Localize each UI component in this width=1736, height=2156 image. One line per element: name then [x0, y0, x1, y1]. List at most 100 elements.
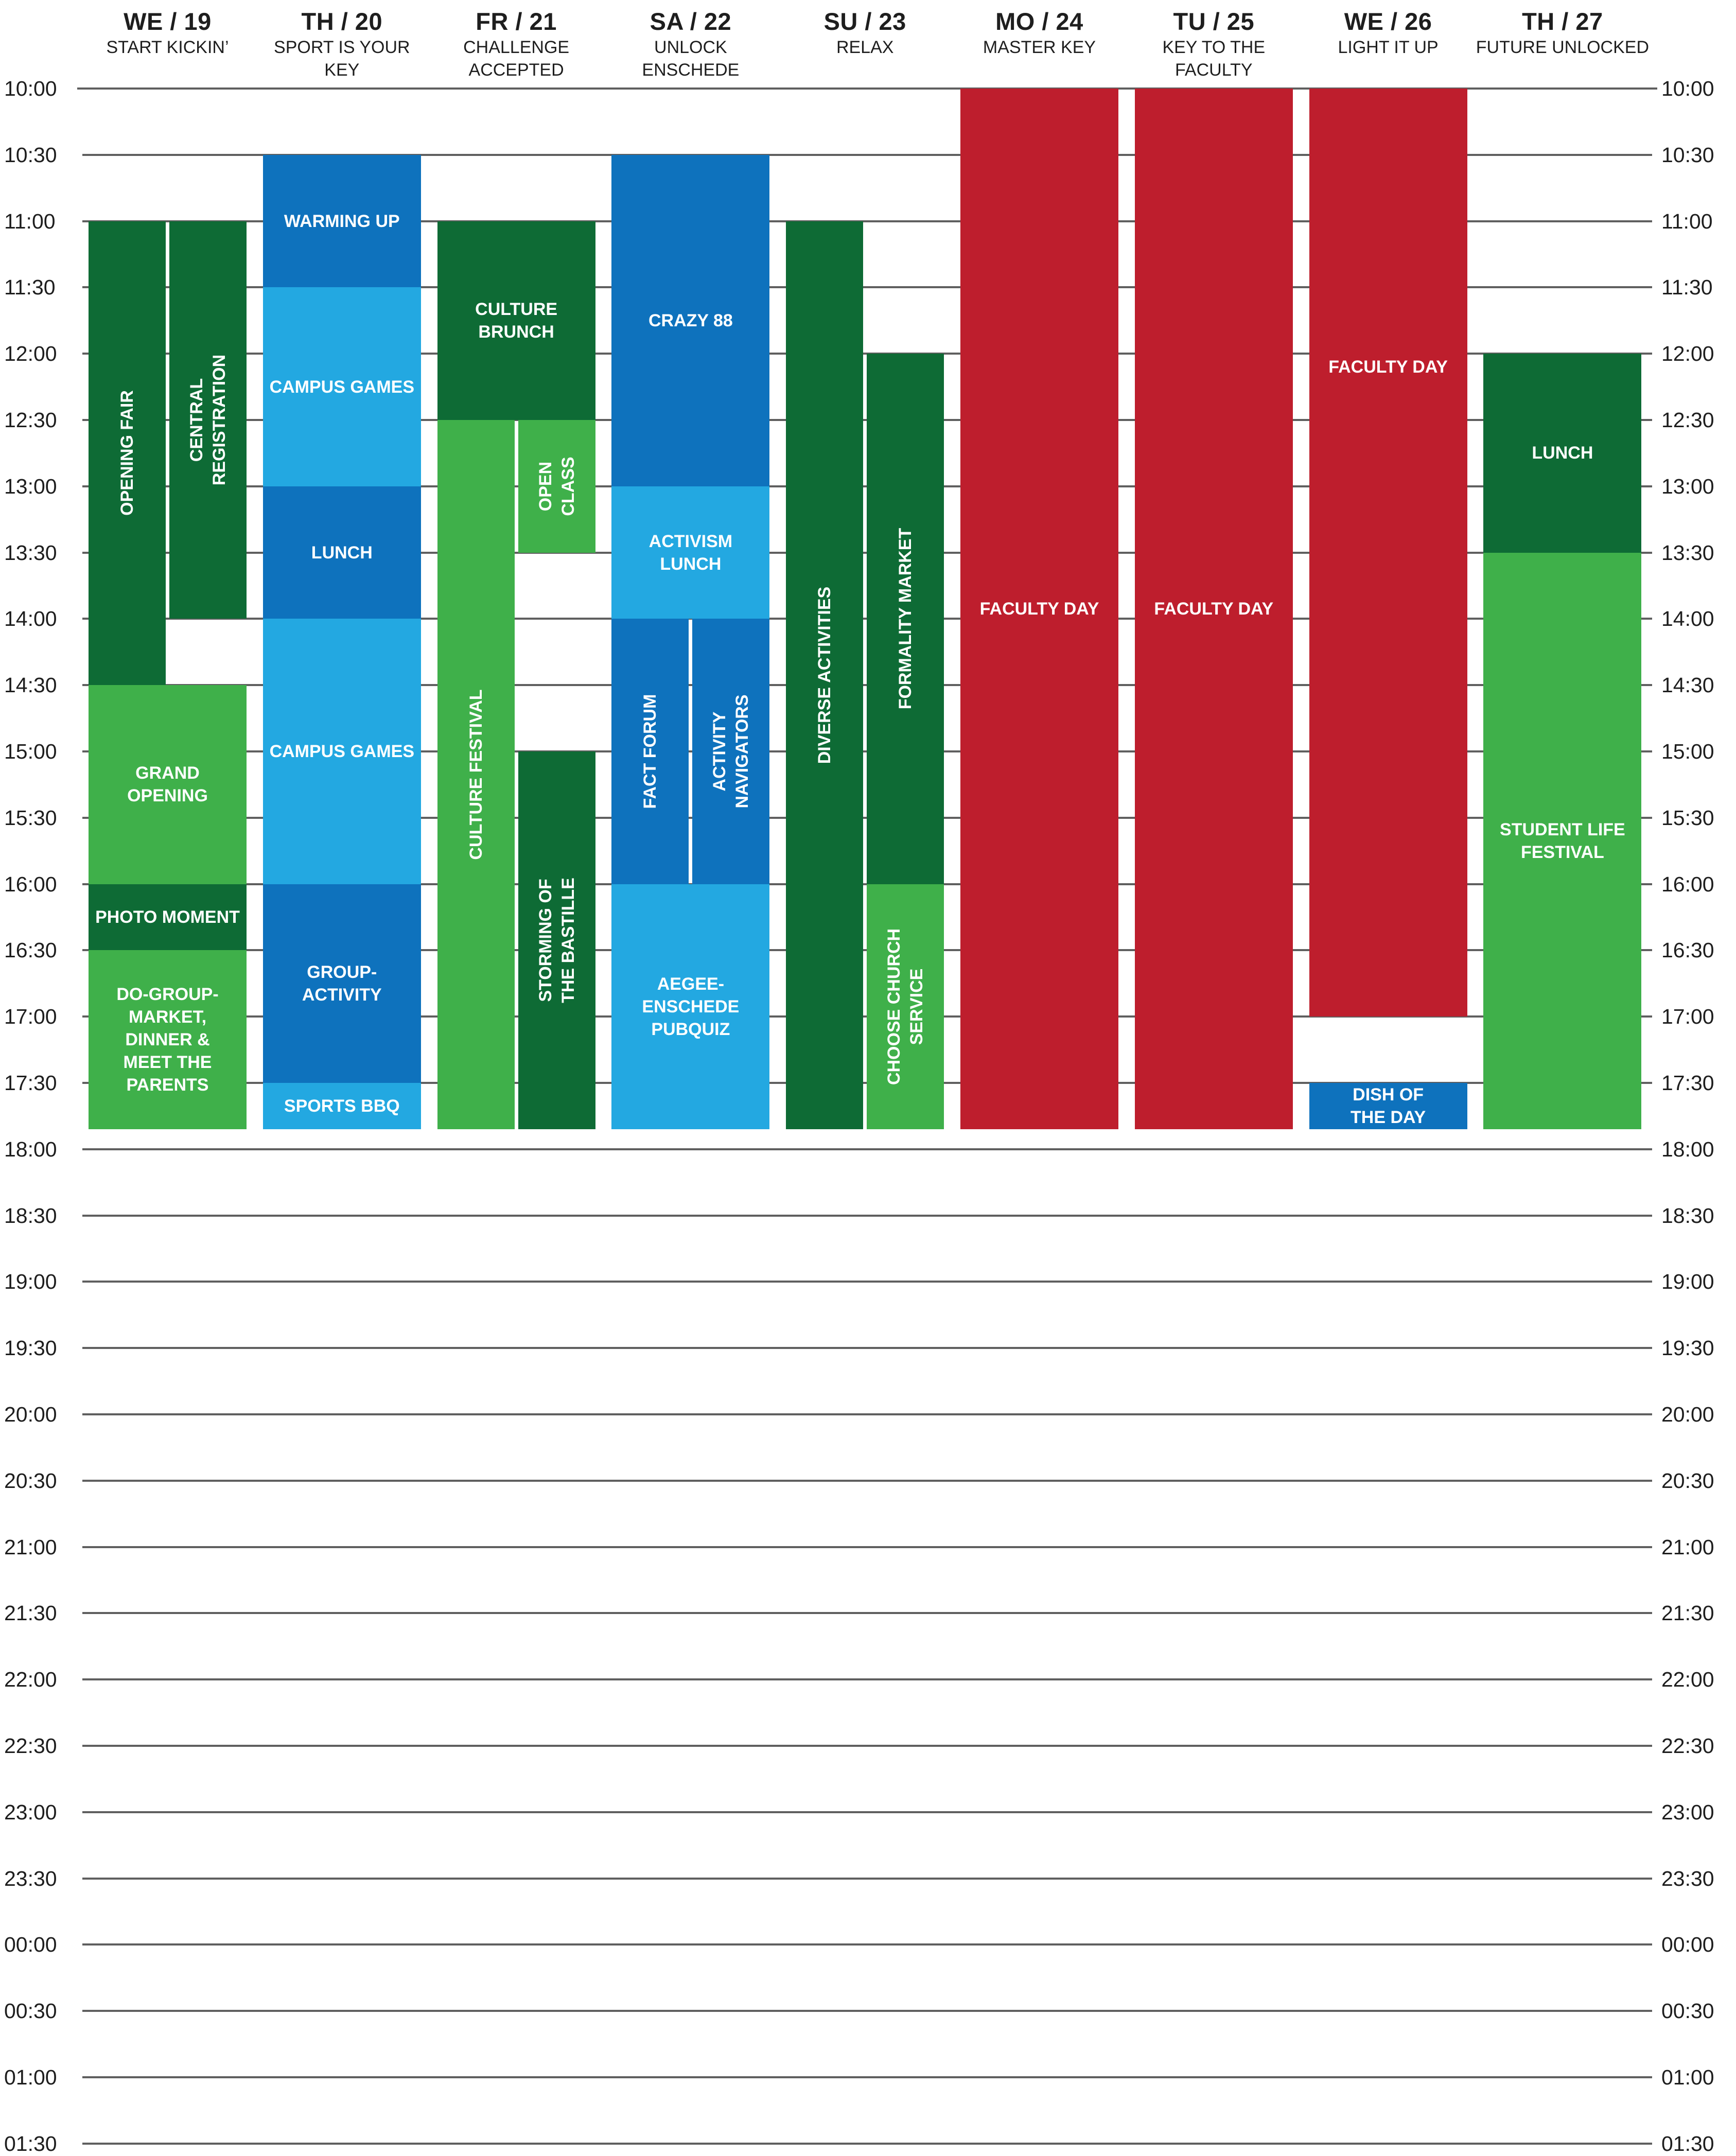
event-block: LUNCH [1483, 354, 1642, 553]
event-block: CAMPUS GAMES [262, 619, 421, 884]
time-gridline [82, 1214, 1652, 1217]
event-label: CHOOSE CHURCH SERVICE [884, 928, 927, 1085]
event-label: FACULTY DAY [979, 599, 1099, 619]
time-gridline [82, 1281, 1652, 1283]
event-label: CAMPUS GAMES [269, 741, 415, 761]
event-label: FORMALITY MARKET [896, 528, 916, 710]
time-label-right: 11:00 [1661, 209, 1713, 233]
event-block: DIVERSE ACTIVITIES [786, 221, 864, 1129]
time-label-left: 22:30 [4, 1734, 57, 1758]
time-label-left: 01:30 [4, 2131, 57, 2155]
day-theme: MASTER KEY [983, 38, 1096, 57]
time-gridline [82, 1347, 1652, 1349]
event-block: OPEN CLASS [518, 420, 595, 553]
time-gridline [82, 1479, 1652, 1482]
day-date: MO / 24 [995, 8, 1083, 35]
event-label: ACTIVISM LUNCH [648, 531, 733, 574]
event-label: WARMING UP [284, 211, 400, 231]
time-label-right: 21:00 [1661, 1535, 1714, 1559]
time-label-left: 14:30 [4, 673, 57, 697]
time-label-left: 12:30 [4, 408, 57, 432]
event-block: ACTIVISM LUNCH [611, 486, 770, 619]
day-theme: SPORT IS YOUR KEY [274, 38, 410, 80]
time-label-left: 23:00 [4, 1800, 57, 1824]
day-theme: KEY TO THE FACULTY [1162, 38, 1266, 80]
time-gridline [82, 153, 1652, 156]
event-block: FORMALITY MARKET [867, 354, 944, 884]
time-gridline [82, 2142, 1652, 2145]
time-gridline [82, 1546, 1652, 1548]
event-block: FACULTY DAY [1134, 89, 1293, 1129]
event-label: STORMING OF THE BASTILLE [535, 878, 578, 1003]
event-label: PHOTO MOMENT [95, 907, 240, 927]
event-block: ACTIVITY NAVIGATORS [692, 619, 770, 884]
time-label-left: 14:00 [4, 607, 57, 631]
time-label-left: 11:00 [4, 209, 56, 233]
time-label-right: 14:30 [1661, 673, 1714, 697]
time-label-right: 01:00 [1661, 2065, 1714, 2089]
time-label-right: 10:30 [1661, 143, 1714, 167]
day-date: SA / 22 [650, 8, 732, 35]
event-block: SPORTS BBQ [262, 1083, 421, 1129]
time-label-right: 10:00 [1661, 77, 1714, 100]
time-label-right: 23:00 [1661, 1800, 1714, 1824]
time-label-right: 17:30 [1661, 1071, 1714, 1095]
time-gridline [82, 220, 1652, 222]
event-label: OPEN CLASS [535, 457, 578, 516]
day-theme: LIGHT IT UP [1338, 38, 1439, 57]
day-theme: UNLOCK ENSCHEDE [642, 38, 740, 80]
time-label-right: 15:00 [1661, 740, 1714, 763]
time-label-left: 01:00 [4, 2065, 57, 2089]
time-label-left: 12:00 [4, 342, 57, 366]
day-header: FR / 21 CHALLENGE ACCEPTED [429, 7, 604, 81]
day-date: TU / 25 [1173, 8, 1255, 35]
event-label: STUDENT LIFE FESTIVAL [1500, 819, 1625, 862]
event-block: CAMPUS GAMES [262, 287, 421, 486]
day-date: WE / 26 [1344, 8, 1432, 35]
event-block: CENTRAL REGISTRATION [169, 221, 247, 619]
event-block: CHOOSE CHURCH SERVICE [867, 884, 944, 1129]
time-label-right: 16:00 [1661, 872, 1714, 896]
day-header: TH / 20 SPORT IS YOUR KEY [255, 7, 429, 81]
day-date: FR / 21 [476, 8, 557, 35]
time-gridline [82, 1745, 1652, 1747]
time-gridline [82, 1943, 1652, 1946]
time-label-left: 20:30 [4, 1468, 57, 1493]
event-label: DIVERSE ACTIVITIES [815, 586, 835, 764]
event-label: CULTURE FESTIVAL [466, 689, 486, 860]
time-gridline [82, 286, 1652, 289]
event-block: DISH OF THE DAY [1309, 1083, 1467, 1129]
event-label: DO-GROUP- MARKET, DINNER & MEET THE PARE… [116, 985, 219, 1095]
event-block: OPENING FAIR [89, 221, 166, 686]
time-gridline [82, 1811, 1652, 1813]
time-label-right: 13:30 [1661, 540, 1714, 565]
day-header: SA / 22 UNLOCK ENSCHEDE [603, 7, 778, 81]
time-label-right: 16:30 [1661, 938, 1714, 962]
time-label-right: 12:30 [1661, 408, 1714, 432]
event-label: AEGEE- ENSCHEDE PUBQUIZ [642, 974, 740, 1039]
day-date: WE / 19 [124, 8, 212, 35]
event-label: DISH OF THE DAY [1351, 1085, 1426, 1127]
time-label-left: 18:30 [4, 1203, 57, 1228]
time-label-right: 00:00 [1661, 1933, 1714, 1957]
event-block: GRAND OPENING [89, 685, 247, 884]
event-label: SPORTS BBQ [284, 1096, 400, 1116]
event-block: LUNCH [262, 486, 421, 619]
event-label: LUNCH [1532, 443, 1593, 463]
time-label-left: 16:30 [4, 938, 57, 962]
time-label-right: 18:00 [1661, 1137, 1714, 1161]
event-block: CULTURE FESTIVAL [437, 420, 515, 1129]
event-block: AEGEE- ENSCHEDE PUBQUIZ [611, 884, 770, 1129]
time-label-left: 23:30 [4, 1866, 57, 1890]
time-label-left: 18:00 [4, 1137, 57, 1161]
time-label-left: 00:30 [4, 1999, 57, 2023]
day-date: SU / 23 [823, 8, 906, 35]
time-gridline [82, 1612, 1652, 1615]
event-label: ACTIVITY NAVIGATORS [710, 694, 752, 809]
time-label-left: 21:30 [4, 1601, 57, 1625]
day-header: TH / 27 FUTURE UNLOCKED [1475, 7, 1650, 59]
event-block: FACT FORUM [611, 619, 689, 884]
time-label-right: 17:00 [1661, 1005, 1714, 1029]
time-label-left: 15:30 [4, 805, 57, 830]
time-gridline [82, 1413, 1652, 1415]
